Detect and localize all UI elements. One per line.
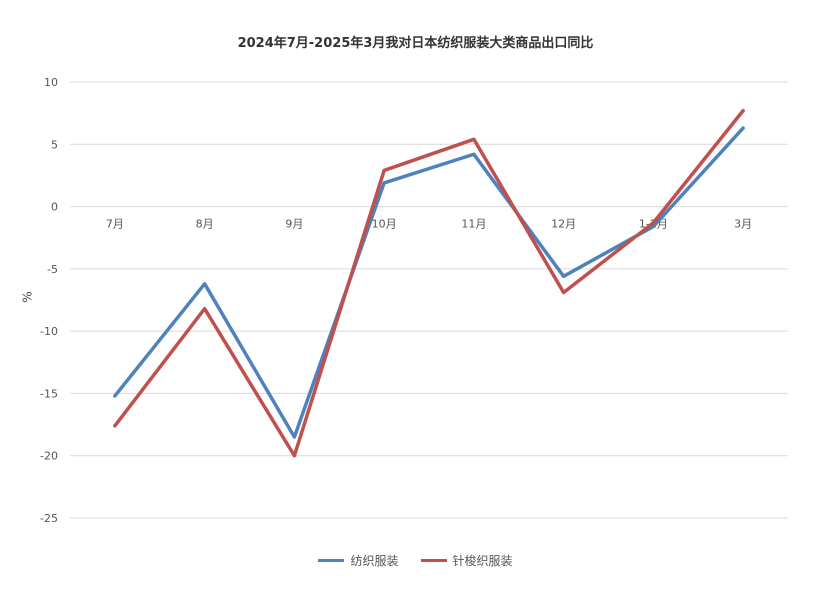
y-tick-label: 0 [51,201,58,214]
y-tick-label: 5 [51,138,58,151]
legend: 纺织服装 针梭织服装 [0,552,831,569]
series-line-0 [113,126,745,439]
series-line-1 [113,108,745,458]
x-tick-label: 7月 [106,218,124,231]
x-tick-label: 9月 [285,218,303,231]
legend-label-series-1: 针梭织服装 [452,554,513,568]
legend-label-series-0: 纺织服装 [350,554,399,568]
y-tick-label: 10 [44,76,58,89]
x-tick-label: 12月 [551,218,576,231]
y-tick-label: -10 [40,325,58,338]
legend-item-series-0: 纺织服装 [318,552,399,569]
x-tick-label: 3月 [734,218,752,231]
y-tick-label: -25 [40,512,58,525]
y-tick-label: -20 [40,450,58,463]
gridlines [70,81,788,519]
y-tick-label: -5 [47,263,58,276]
x-tick-label: 8月 [196,218,214,231]
legend-item-series-1: 针梭织服装 [420,552,513,569]
x-tick-label: 11月 [461,218,486,231]
legend-swatch-series-0 [318,559,345,562]
x-tick-labels: 7月 8月 9月 10月 11月 12月 1-2月 3月 [106,218,752,231]
legend-swatch-series-1 [420,559,447,562]
x-tick-label: 10月 [372,218,397,231]
y-tick-label: -15 [40,387,58,400]
y-tick-labels: 10 5 0 -5 -10 -15 -20 -25 [40,76,58,525]
chart-title: 2024年7月-2025年3月我对日本纺织服装大类商品出口同比 [237,36,594,51]
series-lines [113,108,745,458]
